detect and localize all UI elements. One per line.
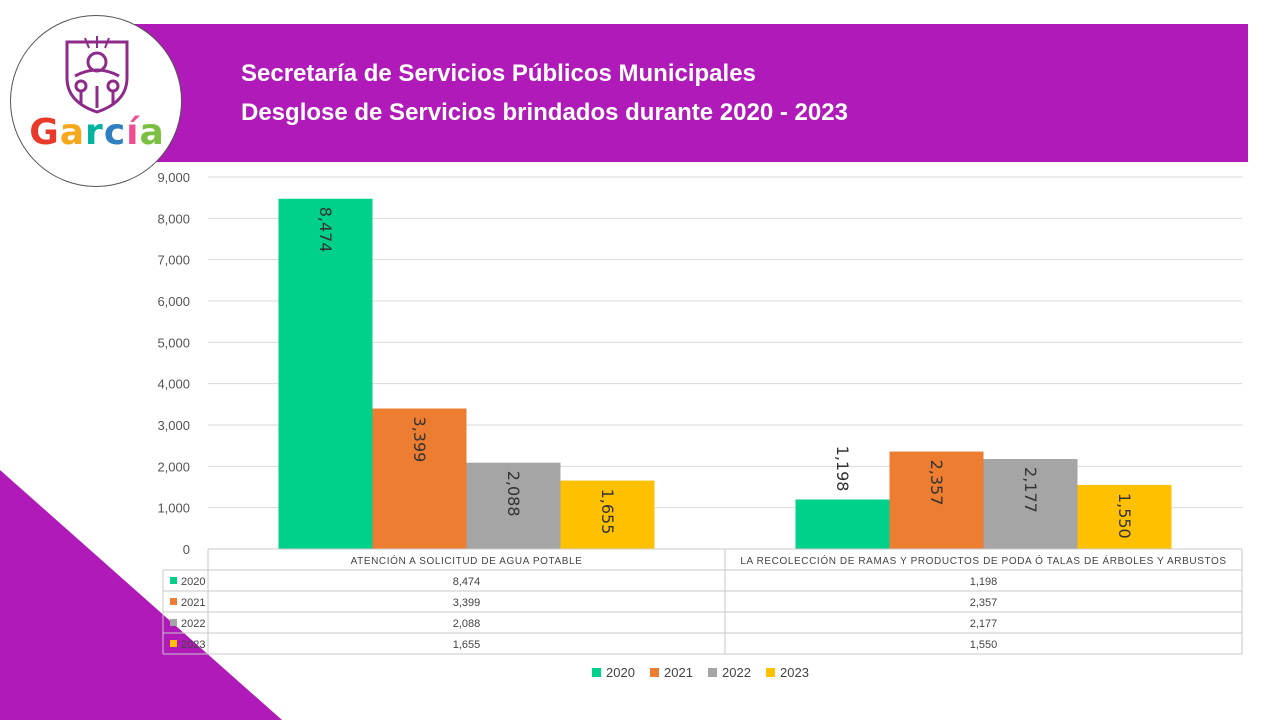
data-label: 8,474 [316, 207, 335, 253]
table-cell: 8,474 [453, 576, 481, 588]
y-tick-label: 3,000 [157, 418, 190, 433]
legend-label: 2023 [780, 665, 809, 680]
logo-letter: í [126, 112, 140, 153]
y-tick-label: 2,000 [157, 459, 190, 474]
bar-2021 [889, 451, 984, 549]
y-tick-label: 1,000 [157, 501, 190, 516]
table-legend-key [170, 619, 177, 626]
logo-letter: r [85, 112, 104, 153]
legend-swatch-2022 [708, 668, 717, 677]
logo-letter: a [139, 112, 165, 153]
logo-letter: a [59, 112, 86, 153]
bar-2022 [983, 459, 1078, 549]
data-label: 2,088 [504, 471, 523, 517]
legend-swatch-2020 [592, 668, 601, 677]
y-tick-label: 9,000 [157, 170, 190, 185]
table-row-label: 2020 [181, 576, 205, 588]
table-row-label: 2023 [181, 639, 205, 651]
table-legend-key [170, 577, 177, 584]
data-label: 2,357 [927, 460, 946, 506]
y-tick-label: 8,000 [157, 211, 190, 226]
table-cell: 1,655 [453, 639, 481, 651]
page-subtitle: Desglose de Servicios brindados durante … [241, 99, 848, 126]
table-cell: 2,088 [453, 618, 481, 630]
bar-2020 [795, 499, 890, 549]
category-label: LA RECOLECCIÓN DE RAMAS Y PRODUCTOS DE P… [740, 554, 1226, 567]
y-tick-label: 6,000 [157, 294, 190, 309]
bar-2020 [278, 198, 373, 549]
legend-label: 2021 [664, 665, 693, 680]
y-tick-label: 7,000 [157, 253, 190, 268]
table-cell: 2,177 [970, 618, 998, 630]
logo-wordmark: García [11, 112, 181, 153]
table-row-label: 2022 [181, 618, 205, 630]
page-title: Secretaría de Servicios Públicos Municip… [241, 60, 756, 87]
table-legend-key [170, 640, 177, 647]
legend-label: 2022 [722, 665, 751, 680]
legend-label: 2020 [606, 665, 635, 680]
bar-2021 [372, 408, 467, 549]
table-cell: 3,399 [453, 597, 481, 609]
y-tick-label: 5,000 [157, 335, 190, 350]
table-cell: 1,198 [970, 576, 998, 588]
header-band [130, 24, 1248, 162]
garcia-logo: García [10, 15, 182, 187]
logo-letter: G [29, 112, 60, 153]
table-cell: 1,550 [970, 639, 998, 651]
legend-swatch-2021 [650, 668, 659, 677]
data-label: 3,399 [410, 417, 429, 463]
logo-letter: c [103, 112, 127, 153]
data-label: 1,198 [833, 446, 852, 492]
data-label: 1,550 [1115, 493, 1134, 539]
table-row-label: 2021 [181, 597, 205, 609]
legend-swatch-2023 [766, 668, 775, 677]
bar-2022 [466, 462, 561, 549]
y-tick-label: 0 [183, 542, 190, 557]
table-cell: 2,357 [970, 597, 998, 609]
category-label: ATENCIÓN A SOLICITUD DE AGUA POTABLE [351, 554, 583, 567]
bar-2023 [560, 480, 655, 549]
bar-2023 [1077, 484, 1172, 549]
table-legend-key [170, 598, 177, 605]
data-label: 2,177 [1021, 467, 1040, 513]
y-tick-label: 4,000 [157, 377, 190, 392]
corner-decoration [0, 470, 282, 720]
data-label: 1,655 [598, 489, 617, 535]
shield-emblem-icon [65, 36, 129, 114]
